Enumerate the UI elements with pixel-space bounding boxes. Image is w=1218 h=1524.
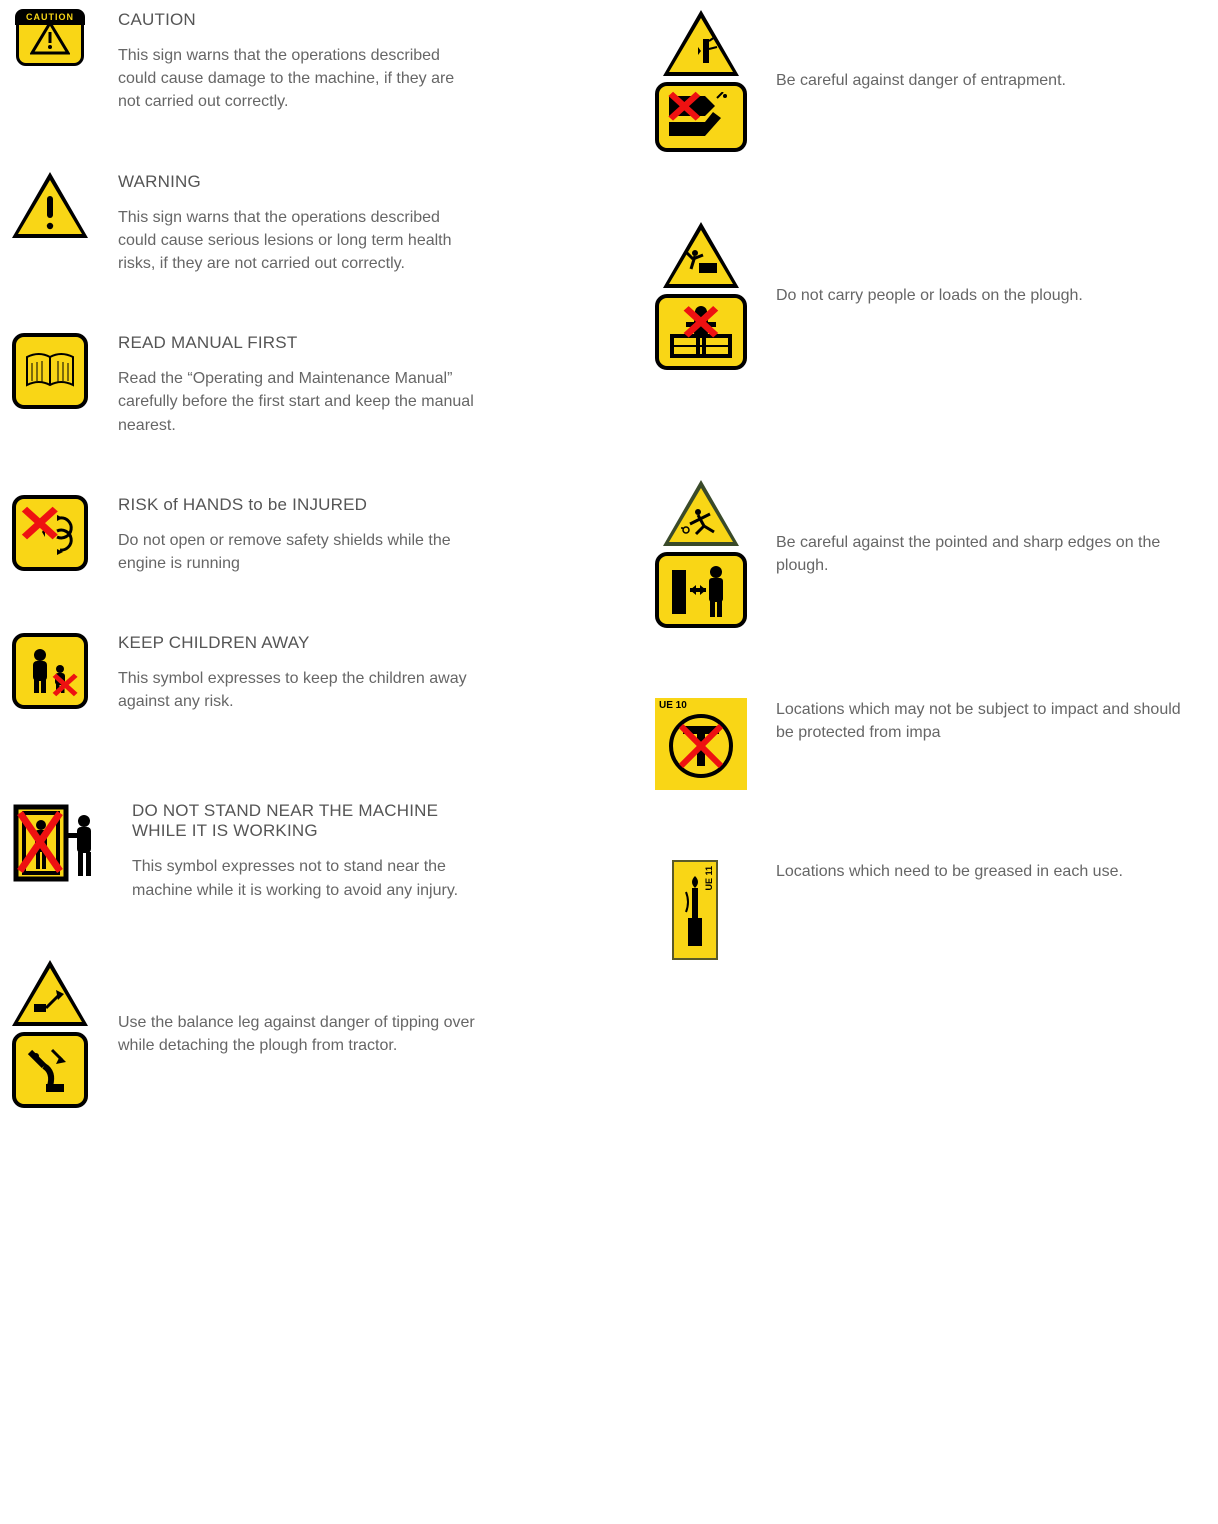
entrapment-body: Be careful against danger of entrapment.	[776, 69, 1196, 92]
caution-body: This sign warns that the operations desc…	[118, 44, 478, 114]
caution-icon: CAUTION	[10, 10, 90, 66]
entry-no-ride: ✕ Do not carry people or loads on the pl…	[654, 222, 1218, 370]
ue11-badge: UE 11	[704, 866, 714, 891]
entry-children: ✕ KEEP CHILDREN AWAY This symbol express…	[10, 633, 574, 713]
entry-warning: WARNING This sign warns that the operati…	[10, 172, 574, 276]
grease-icon: UE 11	[654, 860, 748, 960]
no-impact-icon: UE 10	[654, 698, 748, 790]
grease-body: Locations which need to be greased in ea…	[776, 860, 1196, 883]
sharp-body: Be careful against the pointed and sharp…	[776, 531, 1196, 577]
warning-title: WARNING	[118, 172, 478, 192]
stand-body: This symbol expresses not to stand near …	[132, 855, 492, 901]
balance-leg-icon	[10, 960, 90, 1108]
entry-manual: READ MANUAL FIRST Read the “Operating an…	[10, 333, 574, 437]
left-column: CAUTION CAUTION This sign warns that the…	[10, 10, 574, 1108]
entry-grease: UE 11 Locations which need to be greased…	[654, 860, 1218, 960]
hands-body: Do not open or remove safety shields whi…	[118, 529, 478, 575]
no-ride-icon: ✕	[654, 222, 748, 370]
ue10-badge: UE 10	[659, 700, 687, 711]
right-column: ✕ Be careful against danger of entrapmen…	[654, 10, 1218, 1108]
children-title: KEEP CHILDREN AWAY	[118, 633, 478, 653]
children-body: This symbol expresses to keep the childr…	[118, 667, 478, 713]
hand-injury-icon: ✕	[10, 495, 90, 571]
impact-body: Locations which may not be subject to im…	[776, 698, 1196, 744]
stand-title: DO NOT STAND NEAR THE MACHINE WHILE IT I…	[132, 801, 492, 841]
balance-body: Use the balance leg against danger of ti…	[118, 1011, 478, 1057]
keep-children-away-icon: ✕	[10, 633, 90, 709]
entrapment-icon: ✕	[654, 10, 748, 152]
entry-no-impact: UE 10 Locations which may not be subject…	[654, 698, 1218, 790]
entry-stand-near: DO NOT STAND NEAR THE MACHINE WHILE IT I…	[10, 801, 574, 901]
manual-body: Read the “Operating and Maintenance Manu…	[118, 367, 478, 437]
entry-hands: ✕ RISK of HANDS to be INJURED Do not ope…	[10, 495, 574, 575]
read-manual-icon	[10, 333, 90, 409]
warning-icon	[10, 172, 90, 238]
do-not-stand-near-icon	[10, 801, 104, 887]
entry-entrapment: ✕ Be careful against danger of entrapmen…	[654, 10, 1218, 152]
sharp-edges-icon	[654, 480, 748, 628]
hands-title: RISK of HANDS to be INJURED	[118, 495, 478, 515]
no-ride-body: Do not carry people or loads on the plou…	[776, 284, 1196, 307]
entry-sharp-edges: Be careful against the pointed and sharp…	[654, 480, 1218, 628]
safety-symbol-legend: CAUTION CAUTION This sign warns that the…	[10, 10, 1218, 1108]
caution-title: CAUTION	[118, 10, 478, 30]
entry-caution: CAUTION CAUTION This sign warns that the…	[10, 10, 574, 114]
manual-title: READ MANUAL FIRST	[118, 333, 478, 353]
warning-body: This sign warns that the operations desc…	[118, 206, 478, 276]
entry-balance-leg: Use the balance leg against danger of ti…	[10, 960, 574, 1108]
